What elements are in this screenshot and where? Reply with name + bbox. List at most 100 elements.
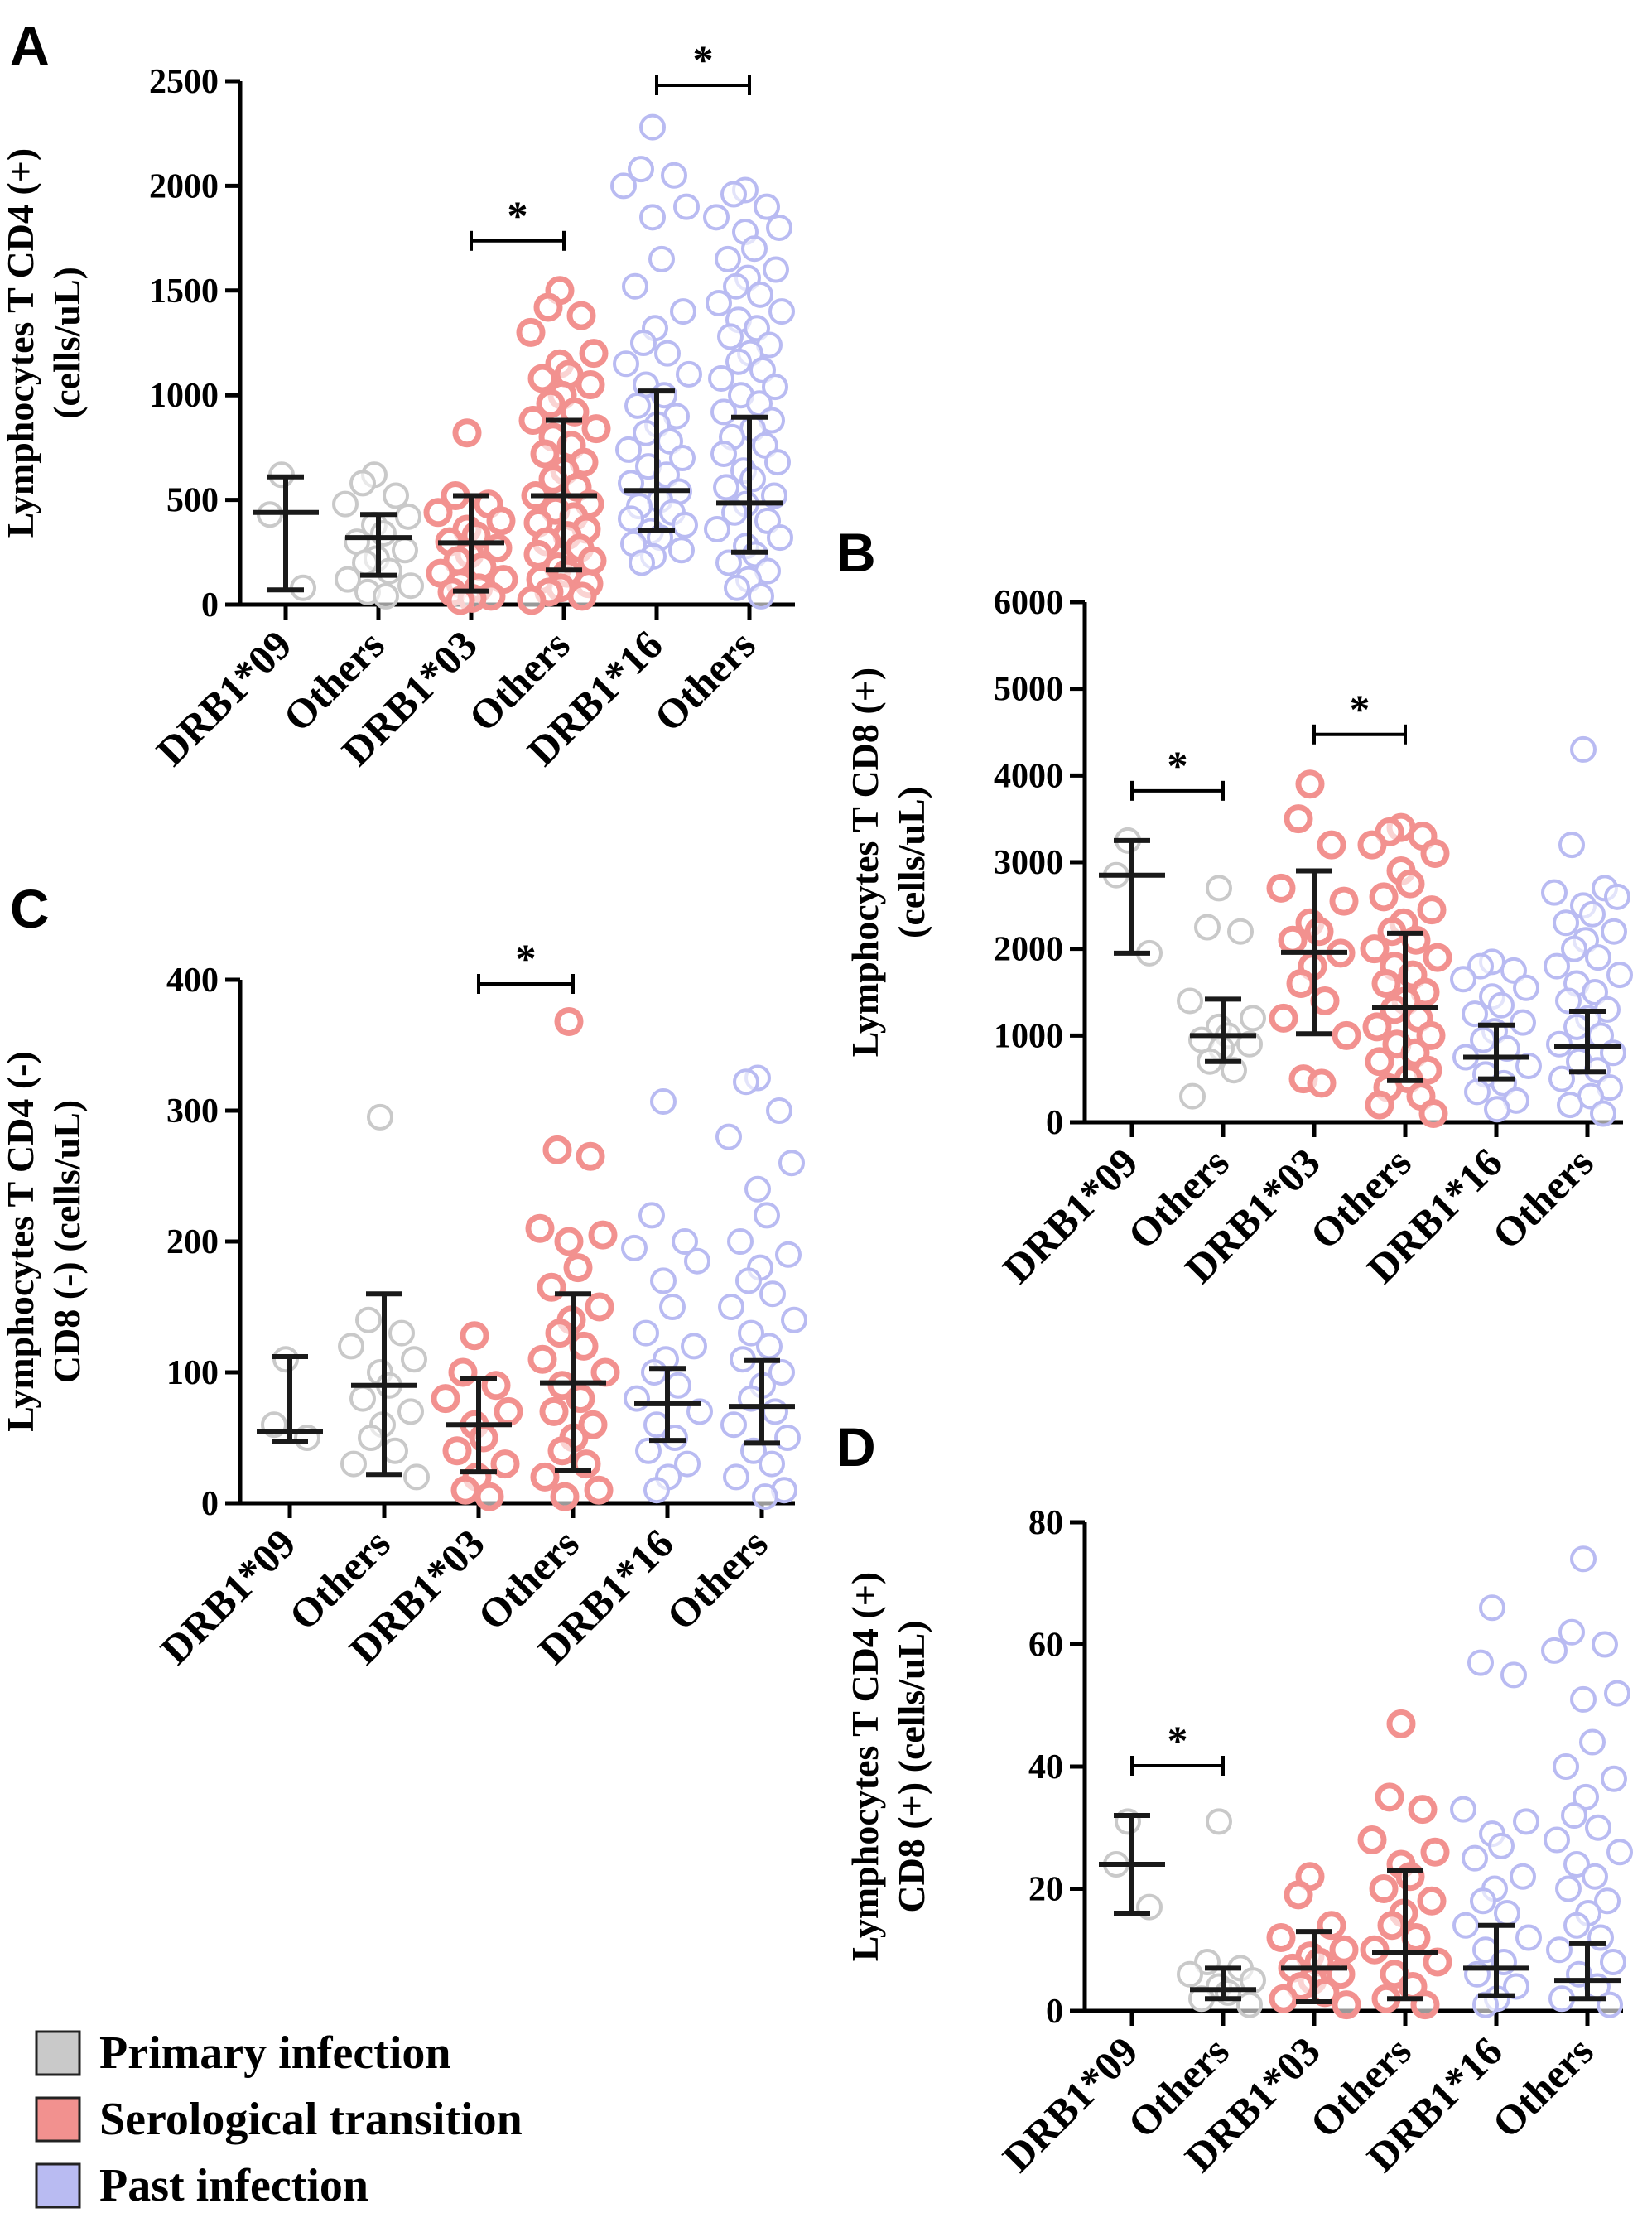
data-point xyxy=(778,1150,805,1177)
data-point xyxy=(1601,1765,1627,1792)
data-point xyxy=(383,482,409,509)
data-point xyxy=(1590,1100,1616,1127)
data-point xyxy=(1206,1808,1232,1835)
data-point xyxy=(1177,987,1203,1015)
data-point xyxy=(358,1425,384,1451)
data-point xyxy=(1548,1065,1575,1092)
data-point xyxy=(1570,1685,1597,1713)
data-point xyxy=(373,582,399,610)
data-point xyxy=(1269,1984,1298,2013)
data-point xyxy=(581,414,611,444)
data-point xyxy=(1579,900,1606,928)
legend-label: Past infection xyxy=(99,2160,368,2211)
data-point xyxy=(1467,1649,1494,1676)
data-point xyxy=(618,505,644,533)
data-point xyxy=(423,498,453,528)
data-point xyxy=(718,1294,744,1320)
data-point xyxy=(639,113,666,141)
data-point xyxy=(715,245,741,272)
data-point xyxy=(622,272,648,300)
data-point xyxy=(1450,1796,1476,1823)
data-point xyxy=(673,193,700,220)
data-point xyxy=(1541,1637,1568,1664)
data-point xyxy=(720,1411,747,1439)
y-tick-label: 1500 xyxy=(149,272,219,311)
data-point xyxy=(452,418,482,448)
data-point xyxy=(578,1410,608,1439)
data-point xyxy=(450,1475,480,1505)
data-point xyxy=(725,348,752,375)
data-point xyxy=(1500,1661,1527,1689)
data-point xyxy=(628,156,654,183)
data-point xyxy=(382,1437,408,1464)
data-point xyxy=(367,1103,393,1131)
data-point xyxy=(1579,1728,1606,1756)
data-point xyxy=(1582,1863,1608,1890)
y-tick-label: 200 xyxy=(166,1223,219,1261)
data-point xyxy=(654,340,681,367)
panel-c: C 0 100 200 300 400 Lymphocytes T CD4 (-) CD8 (… xyxy=(0,878,807,1673)
data-point xyxy=(1464,1078,1491,1106)
data-point xyxy=(764,449,791,476)
data-point xyxy=(763,256,789,283)
data-point xyxy=(1513,1808,1539,1835)
y-tick-label: 0 xyxy=(1046,1104,1063,1142)
data-point xyxy=(1329,886,1359,916)
data-point xyxy=(704,515,730,542)
data-point xyxy=(355,1306,382,1333)
data-point xyxy=(1357,830,1387,860)
y-tick-label: 0 xyxy=(201,586,219,624)
data-point xyxy=(754,1202,780,1229)
data-point xyxy=(1488,991,1515,1019)
data-point xyxy=(762,374,788,401)
data-point xyxy=(1329,1935,1359,1965)
data-point xyxy=(706,289,732,316)
data-point xyxy=(1395,869,1425,899)
x-tick-label: Others xyxy=(645,621,764,740)
significance-star: * xyxy=(1168,742,1188,788)
data-point xyxy=(576,1141,605,1171)
data-point xyxy=(1606,962,1633,989)
y-axis-title: Lymphocytes T CD8 (+) xyxy=(844,668,886,1058)
data-point xyxy=(613,350,639,378)
data-point xyxy=(338,1333,364,1360)
data-point xyxy=(715,1123,742,1150)
data-point xyxy=(1553,1753,1579,1780)
data-point xyxy=(550,1482,580,1511)
data-point xyxy=(403,1463,430,1491)
data-point xyxy=(762,1398,788,1425)
data-point xyxy=(563,1253,593,1283)
data-point xyxy=(527,1344,557,1374)
legend-swatch xyxy=(35,2096,81,2143)
x-tick-label: DRB1*09 xyxy=(152,1520,305,1673)
data-point xyxy=(1317,830,1346,860)
data-point xyxy=(1479,1594,1505,1622)
y-tick-label: 3000 xyxy=(994,844,1063,882)
data-point xyxy=(1450,966,1476,993)
significance-star: * xyxy=(508,192,528,239)
data-point xyxy=(1462,1000,1488,1028)
data-point xyxy=(1278,925,1308,955)
data-point xyxy=(554,1227,584,1256)
data-point xyxy=(1604,883,1630,910)
data-point xyxy=(648,245,675,272)
legend-swatch xyxy=(35,2162,81,2209)
y-tick-label: 2000 xyxy=(149,167,219,205)
data-point xyxy=(766,214,792,241)
data-point xyxy=(672,511,698,538)
data-point xyxy=(579,339,609,369)
data-point xyxy=(1236,1991,1263,2018)
data-point xyxy=(1510,1863,1536,1890)
y-axis-title: Lymphocytes T CD4 (+) xyxy=(0,148,41,538)
data-point xyxy=(1221,1057,1247,1084)
data-point xyxy=(577,546,607,576)
data-point xyxy=(629,549,655,576)
data-point xyxy=(442,1436,472,1466)
data-point xyxy=(635,1437,662,1464)
data-point xyxy=(738,1319,764,1347)
legend: Primary infection Serological transition P… xyxy=(35,2027,523,2211)
data-point xyxy=(650,1087,677,1115)
data-point xyxy=(621,1234,648,1261)
data-point xyxy=(676,360,702,388)
